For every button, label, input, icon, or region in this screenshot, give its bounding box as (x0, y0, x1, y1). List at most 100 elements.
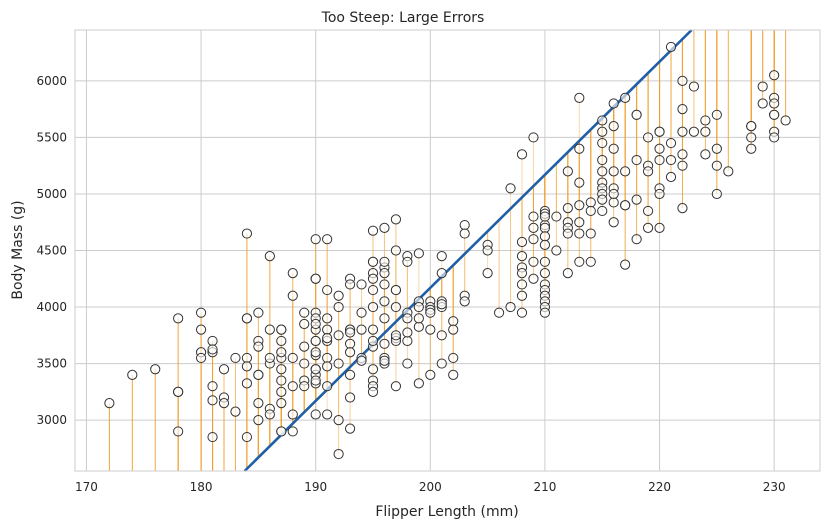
data-point (173, 313, 184, 324)
data-point (516, 149, 528, 160)
data-point (608, 188, 619, 200)
data-point (654, 188, 665, 200)
x-tick-label: 170 (75, 480, 98, 494)
data-point (344, 423, 356, 434)
data-point (322, 324, 333, 335)
data-point (344, 338, 356, 349)
data-point (597, 154, 608, 166)
data-point (310, 318, 321, 330)
data-point (539, 307, 551, 318)
data-point (665, 171, 677, 183)
data-point (677, 202, 688, 214)
data-point (608, 121, 619, 132)
data-point (195, 324, 207, 335)
data-point (253, 415, 264, 426)
data-point (310, 335, 321, 347)
data-point (528, 211, 539, 222)
data-point (333, 301, 344, 313)
data-point (344, 369, 356, 380)
data-point (539, 231, 551, 242)
data-point (528, 256, 539, 267)
data-point (746, 132, 757, 143)
data-point (482, 268, 493, 279)
data-point (620, 92, 631, 103)
data-point (413, 378, 424, 389)
data-point (769, 109, 780, 120)
data-point (528, 273, 539, 284)
data-point (367, 273, 379, 284)
data-point (585, 228, 596, 239)
data-point (127, 369, 138, 380)
data-point (379, 256, 390, 267)
data-point (425, 307, 436, 318)
x-tick-label: 180 (190, 480, 213, 494)
data-point (562, 202, 573, 214)
data-point (402, 313, 413, 324)
data-points (104, 41, 791, 460)
data-point (608, 143, 619, 154)
data-point (207, 344, 218, 355)
data-point (459, 296, 470, 307)
data-point (608, 217, 619, 228)
data-point (769, 132, 780, 143)
data-point (367, 256, 379, 267)
data-point (608, 98, 619, 109)
data-point (585, 256, 596, 267)
y-tick-label: 3500 (36, 357, 67, 371)
data-point (333, 448, 344, 460)
data-point (264, 251, 275, 262)
y-tick-label: 3000 (36, 413, 67, 427)
data-point (287, 426, 298, 437)
data-point (711, 160, 722, 171)
data-point (390, 284, 402, 296)
data-point (448, 324, 459, 335)
data-point (448, 369, 459, 380)
data-point (574, 217, 585, 228)
data-point (620, 166, 631, 177)
data-point (322, 381, 333, 392)
data-point (344, 347, 356, 358)
data-point (677, 160, 688, 171)
data-point (344, 392, 356, 403)
data-point (322, 284, 333, 296)
data-point (322, 234, 333, 245)
data-point (654, 154, 665, 166)
data-point (367, 386, 379, 397)
data-point (688, 81, 700, 92)
data-point (516, 307, 528, 318)
data-point (299, 307, 310, 318)
data-point (207, 381, 218, 392)
data-point (230, 406, 241, 417)
data-point (333, 358, 344, 369)
data-point (677, 149, 688, 160)
data-point (631, 194, 642, 205)
data-point (769, 70, 780, 81)
data-point (516, 290, 528, 301)
plot-frame (74, 29, 821, 472)
data-point (597, 137, 608, 149)
data-point (195, 352, 207, 364)
data-point (264, 352, 275, 364)
data-point (253, 398, 264, 409)
data-point (448, 352, 459, 364)
data-point (539, 256, 551, 267)
data-point (241, 361, 253, 372)
data-point (436, 268, 447, 279)
data-point (344, 279, 356, 290)
data-point (642, 132, 654, 143)
data-point (482, 245, 493, 256)
data-point (218, 364, 230, 375)
data-point (402, 358, 413, 369)
data-point (287, 381, 298, 392)
data-point (780, 115, 791, 126)
x-tick-label: 190 (304, 480, 327, 494)
data-point (322, 352, 333, 364)
data-point (276, 426, 287, 437)
data-point (264, 409, 275, 420)
data-point (516, 279, 528, 290)
data-point (390, 330, 402, 341)
data-point (493, 307, 505, 318)
data-point (402, 327, 413, 338)
data-point (585, 205, 596, 217)
data-point (310, 364, 321, 375)
